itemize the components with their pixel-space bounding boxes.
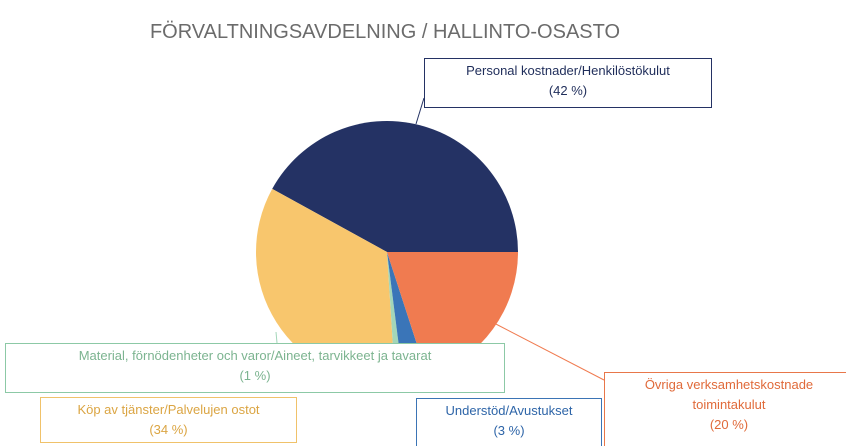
label-category: Material, förnödenheter och varor/Aineet… [78, 348, 432, 363]
leader-line [275, 331, 278, 344]
label-category: Understöd/Avustukset [445, 403, 573, 418]
data-label: Understöd/Avustukset (3 %) [416, 398, 602, 446]
label-value: (20 %) [709, 417, 749, 432]
label-value: (42 %) [548, 83, 588, 98]
label-value: (3 %) [493, 423, 525, 438]
label-category: Köp av tjänster/Palvelujen ostot [77, 402, 260, 417]
pie-slice [256, 188, 396, 383]
label-value: (1 %) [239, 368, 271, 383]
data-label: Övriga verksamhetskostnade toimintakulut… [604, 372, 846, 446]
leader-line [415, 97, 425, 125]
label-category: Personal kostnader/Henkilöstökulut [466, 63, 670, 78]
chart-title: FÖRVALTNINGSAVDELNING / HALLINTO-OSASTO [150, 21, 620, 43]
slices [256, 120, 518, 383]
data-label: Material, förnödenheter och varor/Aineet… [5, 343, 505, 393]
pie-slice [272, 120, 518, 252]
label-value: (34 %) [149, 422, 188, 437]
data-label: Köp av tjänster/Palvelujen ostot (34 %) [40, 397, 297, 443]
data-label: Personal kostnader/Henkilöstökulut (42 %) [424, 58, 712, 108]
label-category: Övriga verksamhetskostnade toimintakulut [644, 377, 814, 412]
leader-line [491, 321, 605, 381]
